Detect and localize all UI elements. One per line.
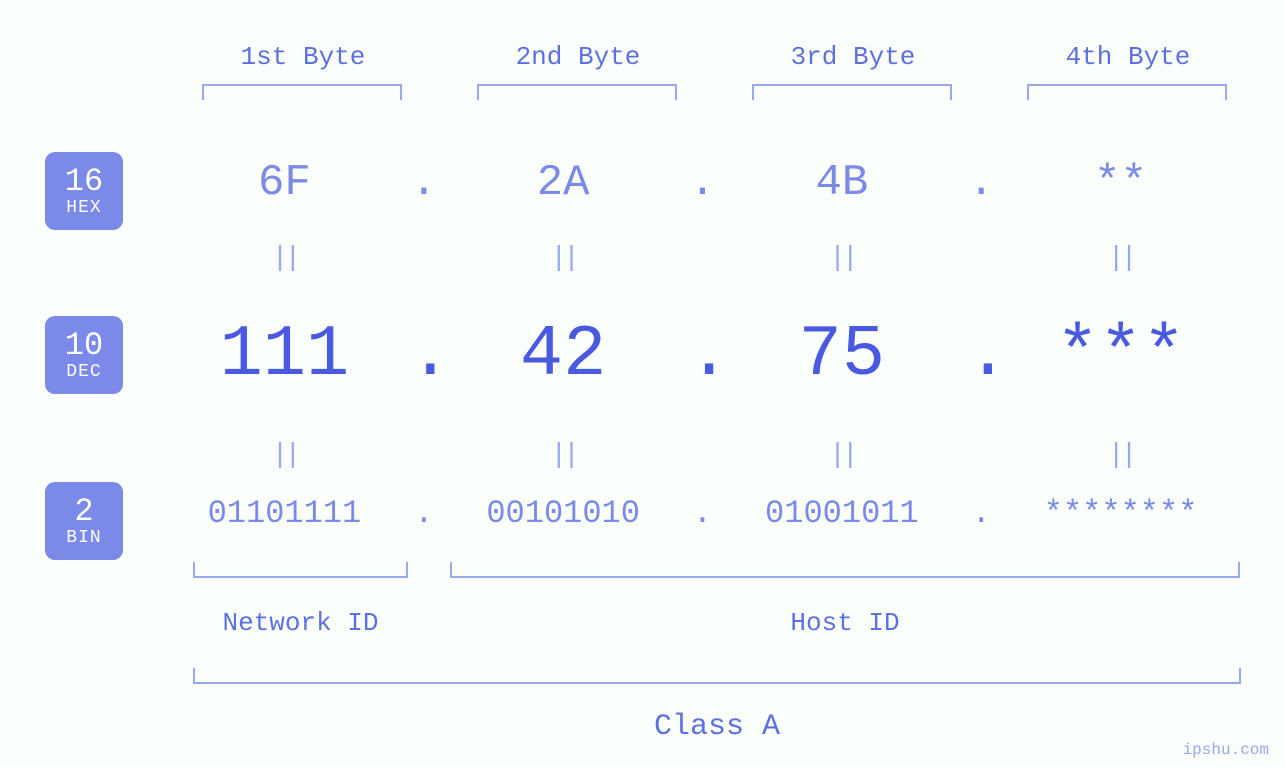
badge-bin: 2 BIN bbox=[45, 482, 123, 560]
badge-bin-label: BIN bbox=[66, 529, 101, 549]
badge-dec: 10 DEC bbox=[45, 316, 123, 394]
byte-header-2: 2nd Byte bbox=[453, 42, 703, 72]
hex-dot-3: . bbox=[966, 158, 996, 208]
dec-dot-3: . bbox=[966, 314, 996, 396]
hex-dot-1: . bbox=[409, 158, 439, 208]
byte-header-4: 4th Byte bbox=[1003, 42, 1253, 72]
host-id-label: Host ID bbox=[450, 608, 1240, 638]
dec-byte-3: 75 bbox=[718, 314, 967, 396]
eq-1-4: || bbox=[996, 243, 1245, 274]
hex-row: 6F . 2A . 4B . ** bbox=[160, 158, 1245, 208]
bin-byte-1: 01101111 bbox=[160, 495, 409, 532]
hex-dot-2: . bbox=[688, 158, 718, 208]
host-id-bracket bbox=[450, 562, 1240, 578]
top-bracket-1 bbox=[202, 84, 402, 100]
dec-byte-1: 111 bbox=[160, 314, 409, 396]
badge-hex-num: 16 bbox=[65, 164, 103, 199]
hex-byte-3: 4B bbox=[717, 158, 966, 208]
top-bracket-3 bbox=[752, 84, 952, 100]
hex-byte-1: 6F bbox=[160, 158, 409, 208]
hex-byte-4: ** bbox=[996, 158, 1245, 208]
badge-hex: 16 HEX bbox=[45, 152, 123, 230]
bin-row: 01101111 . 00101010 . 01001011 . *******… bbox=[160, 493, 1245, 533]
watermark: ipshu.com bbox=[1183, 741, 1269, 759]
eq-1-2: || bbox=[439, 243, 688, 274]
bin-byte-3: 01001011 bbox=[717, 495, 966, 532]
top-bracket-2 bbox=[477, 84, 677, 100]
eq-1-1: || bbox=[160, 243, 409, 274]
hex-byte-2: 2A bbox=[439, 158, 688, 208]
bin-dot-2: . bbox=[688, 495, 718, 532]
eq-2-1: || bbox=[160, 440, 409, 471]
eq-2-3: || bbox=[717, 440, 966, 471]
dec-dot-2: . bbox=[688, 314, 718, 396]
bin-byte-4: ******** bbox=[996, 495, 1245, 532]
dec-byte-2: 42 bbox=[439, 314, 688, 396]
badge-dec-num: 10 bbox=[65, 328, 103, 363]
network-id-label: Network ID bbox=[193, 608, 408, 638]
dec-byte-4: *** bbox=[996, 314, 1245, 396]
class-label: Class A bbox=[193, 710, 1241, 744]
network-id-bracket bbox=[193, 562, 408, 578]
badge-hex-label: HEX bbox=[66, 199, 101, 219]
eq-2-4: || bbox=[996, 440, 1245, 471]
bin-dot-1: . bbox=[409, 495, 439, 532]
bin-byte-2: 00101010 bbox=[439, 495, 688, 532]
bin-dot-3: . bbox=[966, 495, 996, 532]
badge-dec-label: DEC bbox=[66, 363, 101, 383]
eq-2-2: || bbox=[439, 440, 688, 471]
byte-header-1: 1st Byte bbox=[178, 42, 428, 72]
dec-row: 111 . 42 . 75 . *** bbox=[160, 315, 1245, 395]
byte-header-3: 3rd Byte bbox=[728, 42, 978, 72]
eq-row-1: || || || || bbox=[160, 243, 1245, 274]
eq-row-2: || || || || bbox=[160, 440, 1245, 471]
top-bracket-4 bbox=[1027, 84, 1227, 100]
eq-1-3: || bbox=[717, 243, 966, 274]
dec-dot-1: . bbox=[409, 314, 439, 396]
badge-bin-num: 2 bbox=[74, 494, 93, 529]
class-bracket bbox=[193, 668, 1241, 684]
